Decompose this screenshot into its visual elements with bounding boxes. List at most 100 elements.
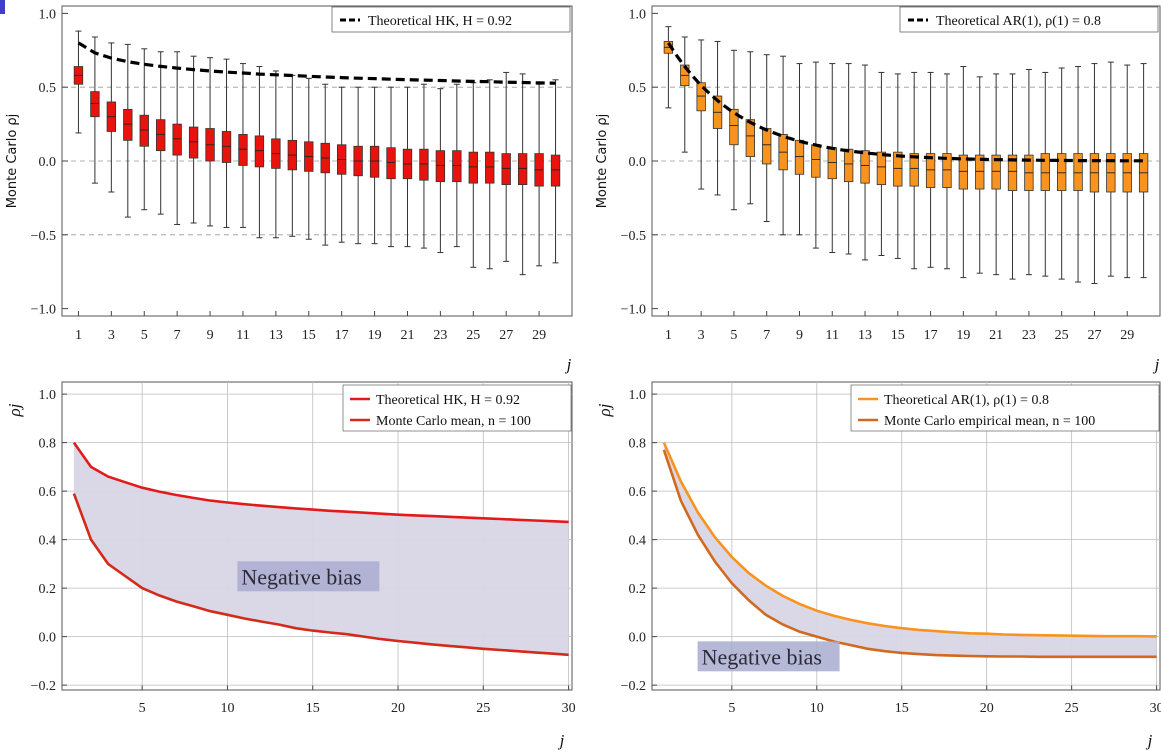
legend: Theoretical HK, H = 0.92 [331, 6, 571, 33]
legend-box [342, 384, 572, 432]
legend-box [331, 6, 571, 33]
box-j17 [925, 71, 936, 268]
bias-area [663, 442, 1157, 657]
box-j13 [860, 64, 870, 261]
x-tick-label: 9 [207, 328, 214, 343]
box-iqr [975, 154, 985, 190]
boxplot-panel-ar1: −1.0−0.50.00.51.01 3 5 7 9 11 13 15 17 19 21 23 25 27… [595, 5, 1161, 374]
y-tick-label: 0.0 [629, 631, 647, 646]
legend: Theoretical AR(1), ρ(1) = 0.8 Monte Carlo… [850, 384, 1160, 432]
box-j5 [729, 49, 739, 211]
box-j8 [778, 55, 788, 236]
x-tick-label: 20 [980, 701, 994, 716]
box-j7 [762, 54, 772, 223]
box-iqr [942, 153, 952, 188]
y-axis-label: Monte Carlo ρj [595, 114, 610, 209]
box-j26 [485, 79, 495, 270]
box-j3 [106, 42, 117, 193]
box-iqr [221, 131, 232, 163]
y-tick-label: 0.5 [39, 81, 57, 96]
x-tick-label: 25 [466, 328, 480, 343]
legend-box [899, 6, 1159, 33]
box-j23 [435, 88, 446, 254]
box-j12 [254, 66, 265, 239]
x-tick-label: 7 [763, 328, 770, 343]
box-iqr [958, 154, 969, 190]
box-j30 [550, 79, 561, 264]
negative-bias-annotation: Negative bias [237, 561, 380, 592]
box-iqr [90, 91, 100, 118]
y-tick-label: 0.0 [39, 155, 57, 170]
x-tick-label: 11 [826, 328, 839, 343]
box-j5 [139, 48, 149, 211]
box-j23 [1024, 68, 1034, 276]
box-iqr [188, 126, 199, 159]
box-j29 [534, 83, 544, 267]
box-j14 [287, 74, 298, 237]
box-j24 [1040, 71, 1050, 277]
y-tick-label: 1.0 [629, 388, 647, 403]
x-tick-label: 13 [269, 328, 283, 343]
x-tick-label: 15 [302, 328, 316, 343]
box-j15 [304, 77, 314, 240]
box-j10 [221, 58, 232, 228]
legend-label: Theoretical HK, H = 0.92 [376, 393, 520, 408]
y-tick-label: −0.5 [621, 229, 646, 244]
x-tick-label: 10 [810, 701, 824, 716]
annotation-bg [697, 641, 840, 672]
annotation-text: Negative bias [702, 644, 822, 669]
y-axis-label: Monte Carlo ρj [5, 114, 20, 209]
box-j13 [271, 70, 281, 239]
plot-frame [61, 381, 573, 691]
box-j18 [942, 73, 952, 270]
box-j10 [811, 61, 821, 249]
x-tick-label: 19 [368, 328, 382, 343]
legend-box [850, 384, 1160, 432]
x-tick-label: 17 [924, 328, 938, 343]
annotation-bg [237, 561, 380, 592]
y-tick-label: −0.2 [31, 679, 56, 694]
box-j28 [517, 73, 528, 276]
box-j12 [843, 63, 854, 255]
box-iqr [139, 114, 149, 147]
y-axis-label: ρj [595, 403, 614, 417]
box-iqr [909, 153, 919, 187]
series-line-theoretical [662, 442, 1157, 638]
theoretical-curve [77, 41, 556, 85]
box-iqr [172, 123, 182, 156]
x-tick-label: 7 [174, 328, 181, 343]
box-j20 [975, 76, 985, 274]
legend-label: Monte Carlo empirical mean, n = 100 [884, 414, 1095, 429]
box-j29 [1122, 64, 1132, 279]
box-j25 [468, 82, 478, 268]
box-iqr [762, 128, 772, 165]
box-iqr [794, 139, 805, 175]
box-j2 [90, 36, 100, 184]
box-j9 [794, 63, 805, 236]
box-iqr [1040, 153, 1050, 191]
box-iqr [485, 151, 495, 184]
box-j19 [958, 66, 969, 279]
box-iqr [369, 145, 380, 178]
x-axis-label: j [1153, 355, 1160, 374]
x-tick-label: 23 [433, 328, 447, 343]
x-tick-label: 23 [1022, 328, 1036, 343]
x-tick-label: 3 [108, 328, 115, 343]
box-j8 [188, 55, 199, 224]
box-iqr [517, 153, 528, 186]
box-iqr [1073, 153, 1083, 191]
legend: Theoretical AR(1), ρ(1) = 0.8 [899, 6, 1159, 33]
box-j20 [386, 86, 396, 248]
x-tick-label: 30 [1150, 701, 1161, 716]
box-iqr [156, 119, 166, 152]
box-iqr [729, 108, 739, 146]
box-j21 [402, 86, 413, 248]
negative-bias-annotation: Negative bias [697, 641, 840, 672]
box-iqr [925, 153, 936, 188]
box-j25 [1057, 67, 1067, 280]
y-tick-label: 1.0 [39, 7, 57, 22]
x-tick-label: 29 [1120, 328, 1134, 343]
box-j16 [320, 83, 330, 246]
y-tick-label: −0.5 [31, 229, 56, 244]
